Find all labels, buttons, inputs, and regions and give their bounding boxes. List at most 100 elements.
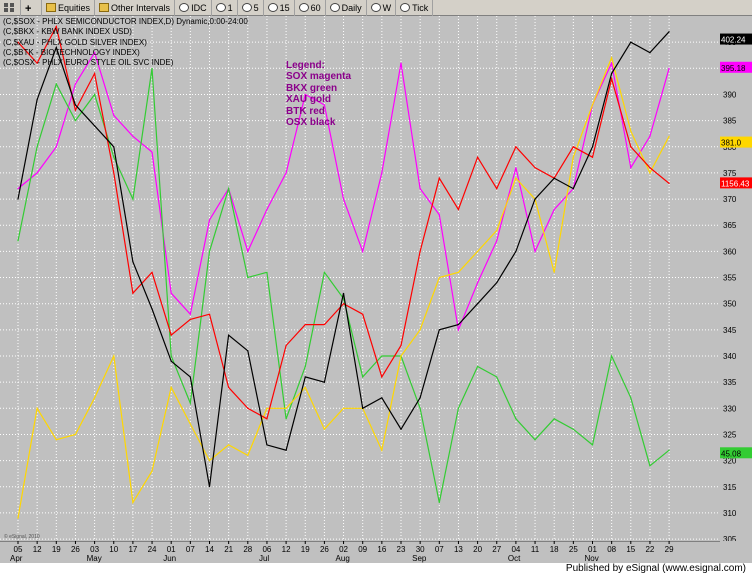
interval-1-button[interactable]: 1 [212,0,238,16]
clock-icon [215,3,226,12]
data-point-btk-0 [17,41,19,43]
interval-5-button[interactable]: 5 [238,0,264,16]
chart-plot-area[interactable] [0,16,720,560]
weekly-button[interactable]: W [367,0,397,16]
data-point-btk-3 [74,109,77,111]
data-point-bkx-14 [285,418,287,420]
data-point-xau-31 [611,57,613,59]
data-point-osx-33 [649,52,651,54]
date-tick-label-33: 22 [645,545,654,554]
interval-15-button[interactable]: 15 [264,0,295,16]
clock-icon [329,3,340,12]
date-tick-label-10: 14 [205,545,214,554]
data-point-xau-13 [266,407,268,409]
data-point-sox-18 [362,250,364,252]
date-axis-bg [0,541,752,563]
data-point-btk-5 [113,172,115,174]
interval-60-button[interactable]: 60 [295,0,326,16]
data-point-xau-7 [151,470,153,472]
data-point-sox-26 [515,167,517,169]
data-point-bkx-16 [323,271,325,273]
price-tick-label-325: 325 [723,430,737,439]
price-tick-label-335: 335 [723,378,737,387]
data-point-bkx-24 [477,365,479,368]
data-point-btk-23 [457,208,460,211]
data-point-xau-21 [419,329,421,331]
data-point-btk-4 [94,72,96,75]
data-point-bkx-18 [362,376,364,378]
header-line-xau: (C,$XAU - PHLX GOLD SILVER INDEX) [3,37,147,47]
price-tick-label-345: 345 [723,326,737,335]
data-point-xau-26 [515,177,517,179]
daily-button[interactable]: Daily [326,0,367,16]
data-point-osx-19 [381,397,383,399]
add-symbol-button[interactable]: + [21,0,42,16]
data-point-xau-24 [477,250,479,252]
data-point-sox-9 [189,313,191,315]
legend-item-bkx: BKX green [286,82,338,94]
price-tick-label-330: 330 [723,404,737,413]
data-point-bkx-5 [113,156,115,158]
data-point-btk-30 [591,156,594,158]
data-point-btk-8 [170,334,172,336]
data-point-xau-3 [74,433,77,436]
data-point-btk-15 [304,324,306,326]
data-point-btk-26 [515,146,517,148]
date-tick-label-31: 08 [607,545,616,554]
date-tick-label-6: 17 [128,545,137,554]
date-tick-label-24: 20 [473,545,482,554]
data-point-osx-8 [170,360,172,362]
grid-menu-button[interactable] [0,0,21,16]
data-point-bkx-4 [94,93,96,96]
data-point-bkx-23 [457,407,460,409]
data-point-btk-2 [55,25,57,28]
price-tick-label-350: 350 [723,300,737,309]
data-point-sox-0 [17,188,19,190]
data-point-sox-19 [381,172,383,174]
data-point-xau-6 [132,501,134,504]
data-point-osx-0 [17,198,19,200]
month-label-apr: Apr [10,554,23,563]
data-point-xau-20 [400,355,402,357]
data-point-btk-25 [496,188,498,190]
data-point-bkx-6 [132,198,134,200]
data-point-sox-16 [323,104,325,106]
price-axis[interactable]: 305 310 315 320 325 330 335 340 345 350 355 360 365 3… [720,16,752,560]
data-point-sox-12 [247,250,249,252]
price-tick-label-385: 385 [723,117,737,126]
data-point-bkx-3 [74,120,77,122]
equities-button[interactable]: Equities [42,0,96,16]
data-point-osx-24 [477,303,479,305]
month-label-jun: Jun [163,554,176,563]
date-tick-label-32: 15 [626,545,635,554]
date-tick-label-16: 26 [320,545,329,554]
date-tick-label-15: 19 [301,545,310,554]
data-point-xau-2 [55,439,57,441]
date-tick-label-21: 30 [416,545,425,554]
equities-label: Equities [58,2,91,13]
data-point-osx-3 [74,104,77,106]
data-point-bkx-12 [247,276,249,279]
toolbar: + Equities Other Intervals IDC 1 5 15 60… [0,0,752,16]
data-point-osx-6 [132,261,134,263]
data-point-osx-28 [553,177,555,179]
date-tick-label-27: 11 [531,545,540,554]
date-tick-label-30: 01 [588,545,597,554]
idc-button[interactable]: IDC [175,0,212,16]
tick-button[interactable]: Tick [396,0,434,16]
data-point-bkx-26 [515,418,517,420]
data-point-osx-32 [630,41,632,43]
date-axis[interactable]: 05 12 19 26 03 10 17 24 01 07 14 21 28 06 12 19 26 02 09 16… [0,541,752,563]
grid-icon [4,3,14,12]
weekly-label: W [382,2,392,13]
other-intervals-button[interactable]: Other Intervals [95,0,176,16]
data-point-sox-14 [285,172,287,174]
data-point-sox-31 [611,62,613,64]
price-tick-label-320: 320 [723,457,737,466]
data-point-btk-31 [611,78,613,80]
date-tick-label-9: 07 [186,545,195,554]
data-point-sox-27 [534,250,536,252]
data-point-btk-27 [534,167,536,169]
data-point-sox-23 [457,329,460,331]
data-point-btk-7 [151,271,153,273]
